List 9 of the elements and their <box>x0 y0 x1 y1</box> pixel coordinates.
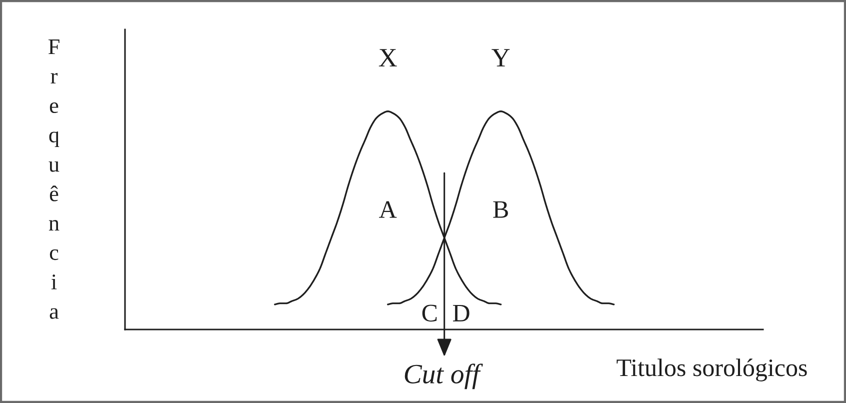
text: Frequência <box>48 39 60 319</box>
annotation: D <box>452 304 470 322</box>
text: Cut off <box>404 364 483 390</box>
x-axis-title: Titulos sorológicos <box>616 358 807 382</box>
annotation: C <box>422 304 437 322</box>
series-label: Y <box>492 49 510 66</box>
annotation: B <box>493 201 508 218</box>
annotation: A <box>379 201 397 218</box>
series-label: X <box>378 49 397 66</box>
